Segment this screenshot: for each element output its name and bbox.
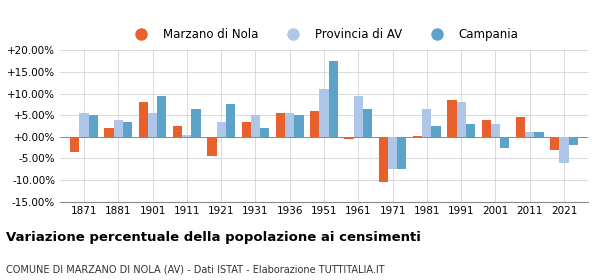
Bar xyxy=(79,113,89,137)
Bar xyxy=(344,137,353,139)
Bar xyxy=(310,111,319,137)
Bar xyxy=(363,109,372,137)
Bar xyxy=(113,120,123,137)
Bar xyxy=(379,137,388,182)
Bar xyxy=(482,120,491,137)
Bar xyxy=(157,96,166,137)
Bar xyxy=(397,137,406,169)
Bar xyxy=(525,132,535,137)
Bar xyxy=(139,102,148,137)
Bar xyxy=(431,126,441,137)
Bar xyxy=(569,137,578,145)
Bar xyxy=(422,109,431,137)
Bar xyxy=(353,96,363,137)
Bar xyxy=(217,122,226,137)
Bar xyxy=(207,137,217,156)
Bar xyxy=(413,136,422,137)
Bar xyxy=(89,115,98,137)
Bar xyxy=(491,124,500,137)
Legend: Marzano di Nola, Provincia di AV, Campania: Marzano di Nola, Provincia di AV, Campan… xyxy=(125,23,523,45)
Bar xyxy=(148,113,157,137)
Bar xyxy=(191,109,201,137)
Bar xyxy=(123,122,132,137)
Text: Variazione percentuale della popolazione ai censimenti: Variazione percentuale della popolazione… xyxy=(6,231,421,244)
Bar xyxy=(447,100,457,137)
Bar xyxy=(260,128,269,137)
Bar xyxy=(388,137,397,169)
Bar xyxy=(295,115,304,137)
Bar xyxy=(276,113,285,137)
Bar xyxy=(500,137,509,148)
Bar xyxy=(226,104,235,137)
Bar xyxy=(173,126,182,137)
Bar xyxy=(535,132,544,137)
Bar xyxy=(329,61,338,137)
Bar xyxy=(182,135,191,137)
Bar xyxy=(242,122,251,137)
Bar xyxy=(559,137,569,163)
Bar xyxy=(466,124,475,137)
Bar xyxy=(516,117,525,137)
Bar xyxy=(285,113,295,137)
Bar xyxy=(104,128,113,137)
Bar xyxy=(70,137,79,152)
Bar xyxy=(550,137,559,150)
Bar xyxy=(251,115,260,137)
Text: COMUNE DI MARZANO DI NOLA (AV) - Dati ISTAT - Elaborazione TUTTITALIA.IT: COMUNE DI MARZANO DI NOLA (AV) - Dati IS… xyxy=(6,264,385,274)
Bar xyxy=(319,89,329,137)
Bar xyxy=(457,102,466,137)
